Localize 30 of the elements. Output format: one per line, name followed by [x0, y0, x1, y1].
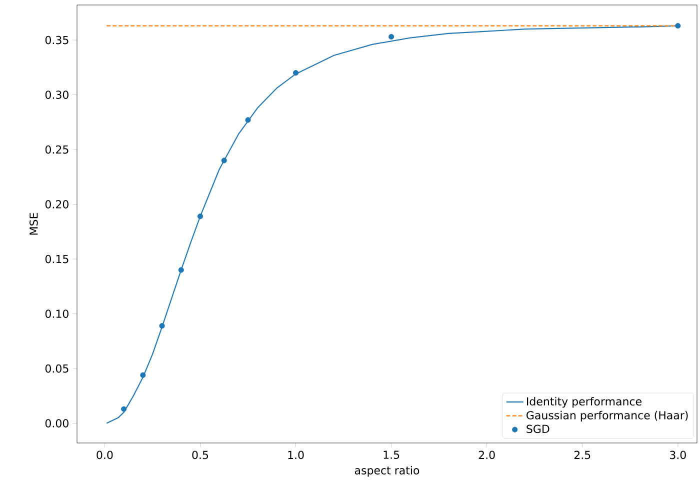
point: [121, 406, 127, 412]
y-tick-label: 0.05: [45, 364, 68, 373]
x-axis-title: aspect ratio: [354, 466, 420, 477]
x-tick-label: 0.5: [192, 450, 208, 460]
y-tick-label: 0.10: [45, 310, 68, 318]
point: [159, 323, 165, 329]
y-axis-title: MSE: [30, 212, 38, 235]
legend-label: SGD: [526, 424, 550, 434]
x-tick-label: 1.5: [384, 450, 400, 459]
legend-label: Gaussian performance (Haar): [526, 410, 688, 422]
y-tick-label: 0.00: [45, 419, 68, 428]
y-tick-label: 0.30: [45, 90, 68, 99]
point: [675, 23, 681, 29]
y-tick-label: 0.35: [45, 36, 68, 44]
point: [221, 158, 227, 164]
point: [292, 70, 299, 76]
x-tick-label: 2.5: [574, 450, 590, 460]
x-tick-label: 3.0: [670, 450, 686, 460]
point: [140, 372, 146, 378]
x-tick-label: 0.0: [96, 450, 113, 460]
point: [178, 267, 184, 273]
point: [388, 34, 394, 40]
point: [197, 214, 204, 220]
y-tick-label: 0.20: [45, 200, 68, 208]
y-tick-label: 0.25: [45, 145, 68, 154]
x-tick-label: 1.0: [288, 450, 304, 460]
x-tick-label: 2.0: [478, 450, 495, 460]
y-tick-label: 0.15: [45, 254, 68, 264]
point: [245, 117, 251, 123]
legend-label: Identity performance: [527, 397, 642, 408]
